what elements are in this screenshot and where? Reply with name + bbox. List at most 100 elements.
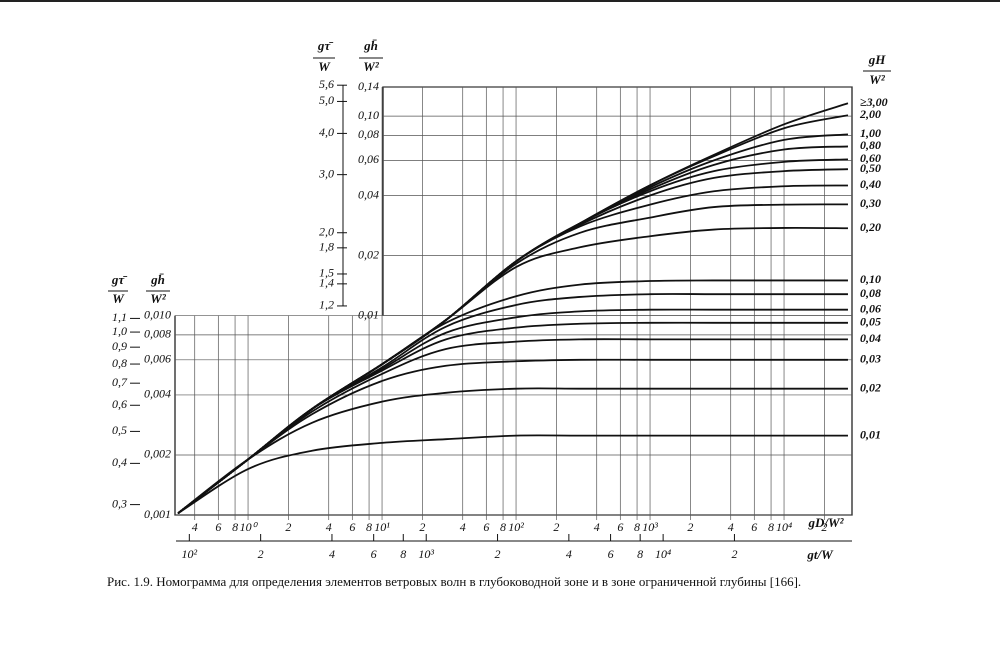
legend-label: 0,40 <box>860 177 881 191</box>
x-tick-label: 2 <box>285 520 291 534</box>
x2-tick-label: 4 <box>566 547 572 561</box>
y2-tick-label: 0,4 <box>112 455 127 469</box>
y-label-numerator: gh̄ <box>150 272 165 287</box>
y2-tick-label: 0,8 <box>112 356 127 370</box>
curve <box>177 358 848 514</box>
x-tick-label: 6 <box>483 520 489 534</box>
legend-label: 0,80 <box>860 138 881 152</box>
x2-tick-label: 10² <box>182 547 198 561</box>
y2-label-denominator: W <box>112 291 125 306</box>
x2-tick-label: 10⁴ <box>655 547 671 561</box>
curve <box>177 338 848 514</box>
legend-label: 0,04 <box>860 331 881 345</box>
x-tick-label: 2 <box>821 520 827 534</box>
x2-axis-label: gt/W <box>806 547 834 562</box>
y2-tick-label: 0,3 <box>112 496 127 510</box>
y2-tick-label: 1,0 <box>112 324 127 338</box>
curve <box>177 114 849 514</box>
legend-label: 1,00 <box>860 126 881 140</box>
y2-tick-label: 5,6 <box>319 77 334 91</box>
legend-label: 0,10 <box>860 272 881 286</box>
y2-tick-label: 5,0 <box>319 93 334 107</box>
x2-tick-label: 8 <box>637 547 643 561</box>
legend-title-denominator: W² <box>869 72 886 87</box>
legend-label: 0,02 <box>860 380 881 394</box>
x-tick-label: 4 <box>728 520 734 534</box>
legend-label: 0,60 <box>860 151 881 165</box>
curve <box>177 184 848 514</box>
x-tick-label: 8 <box>232 520 238 534</box>
y2-tick-label: 1,5 <box>319 266 334 280</box>
y-tick-label: 0,08 <box>358 127 379 141</box>
y-tick-label: 0,02 <box>358 247 379 261</box>
y-tick-label: 0,002 <box>144 447 171 461</box>
y2-tick-label: 0,9 <box>112 339 127 353</box>
x-tick-label: 4 <box>326 520 332 534</box>
x-axis-label: gD/W² <box>808 515 845 530</box>
curve <box>177 387 848 514</box>
panel-frame <box>174 86 853 516</box>
x-tick-label: 10² <box>508 520 524 534</box>
x-tick-label: 6 <box>349 520 355 534</box>
y2-tick-label: 1,8 <box>319 240 334 254</box>
x-tick-label: 8 <box>634 520 640 534</box>
x-tick-label: 2 <box>419 520 425 534</box>
legend-label: ≥3,00 <box>860 95 888 109</box>
legend-label: 0,06 <box>860 301 881 315</box>
x-tick-label: 4 <box>192 520 198 534</box>
curve <box>177 321 848 514</box>
legend-label: 2,00 <box>859 107 881 121</box>
x-tick-label: 8 <box>500 520 506 534</box>
y2-tick-label: 1,4 <box>319 276 334 290</box>
y2-tick-label: 2,0 <box>319 224 334 238</box>
x-tick-label: 6 <box>617 520 623 534</box>
x2-tick-label: 6 <box>371 547 377 561</box>
y-tick-label: 0,006 <box>144 352 171 366</box>
x-tick-label: 4 <box>460 520 466 534</box>
y2-tick-label: 0,6 <box>112 397 127 411</box>
x-tick-label: 10⁴ <box>776 520 792 534</box>
x2-tick-label: 4 <box>329 547 335 561</box>
x-tick-label: 4 <box>594 520 600 534</box>
y-tick-label: 0,01 <box>358 307 379 321</box>
curve <box>177 158 849 514</box>
figure-caption: Рис. 1.9. Номограмма для определения эле… <box>107 574 802 589</box>
y2-tick-label: 3,0 <box>318 166 334 180</box>
y2-tick-label: 1,1 <box>112 310 127 324</box>
legend-label: 0,05 <box>860 315 881 329</box>
curve <box>177 133 849 514</box>
x-tick-label: 10³ <box>642 520 658 534</box>
x-tick-label: 6 <box>751 520 757 534</box>
y-label-numerator: gh̄ <box>363 38 378 53</box>
legend-label: 0,20 <box>860 220 881 234</box>
x-tick-label: 2 <box>687 520 693 534</box>
y-tick-label: 0,010 <box>144 307 171 321</box>
y-label-denominator: W² <box>150 291 167 306</box>
legend-label: 0,08 <box>860 286 881 300</box>
curve <box>177 434 848 515</box>
x-tick-label: 10¹ <box>374 520 390 534</box>
y2-tick-label: 1,2 <box>319 298 334 312</box>
x2-tick-label: 2 <box>731 547 737 561</box>
y-tick-label: 0,06 <box>358 152 379 166</box>
x-tick-label: 10⁰ <box>240 520 259 534</box>
y2-tick-label: 0,7 <box>112 375 128 389</box>
x-tick-label: 2 <box>553 520 559 534</box>
x-tick-label: 8 <box>768 520 774 534</box>
legend-label: 0,01 <box>860 427 881 441</box>
legend-title-numerator: gH <box>868 52 887 67</box>
x2-tick-label: 8 <box>400 547 406 561</box>
y-label-denominator: W² <box>363 59 380 74</box>
legend-label: 0,30 <box>860 196 881 210</box>
y-tick-label: 0,14 <box>358 79 379 93</box>
y-tick-label: 0,04 <box>358 187 379 201</box>
x-tick-label: 6 <box>215 520 221 534</box>
x2-tick-label: 2 <box>258 547 264 561</box>
x2-tick-label: 6 <box>608 547 614 561</box>
y2-tick-label: 4,0 <box>319 125 334 139</box>
y-tick-label: 0,10 <box>358 108 379 122</box>
y2-tick-label: 0,5 <box>112 423 127 437</box>
x-tick-label: 8 <box>366 520 372 534</box>
